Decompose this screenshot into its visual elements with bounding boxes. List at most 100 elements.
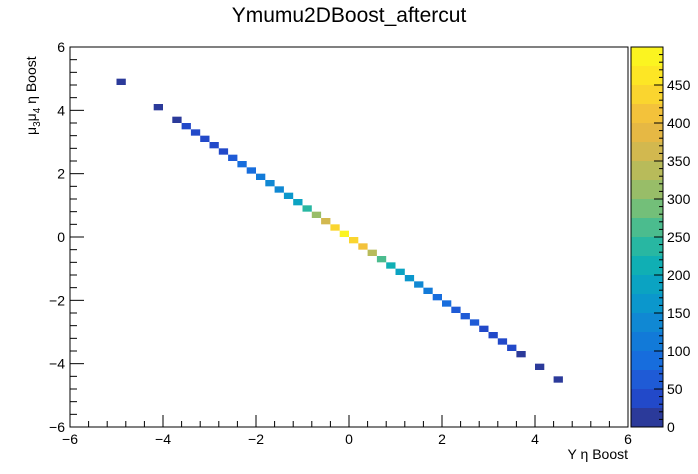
heatmap-bin xyxy=(423,287,433,294)
z-axis-ticks xyxy=(654,54,663,428)
heatmap-bin xyxy=(274,186,284,193)
palette-swatch xyxy=(631,104,663,123)
y-tick-label: 2 xyxy=(57,166,65,182)
x-tick-label: 0 xyxy=(345,431,353,447)
heatmap-bin xyxy=(516,351,526,358)
heatmap-bin xyxy=(479,325,489,332)
heatmap-bin xyxy=(404,275,415,282)
y-axis-title-rest: η Boost xyxy=(23,56,39,107)
heatmap-bin xyxy=(553,376,563,383)
y-axis-title-sub3: 3 xyxy=(32,121,43,127)
heatmap-bin xyxy=(442,300,452,307)
palette-swatch xyxy=(631,161,663,180)
palette-swatch xyxy=(631,66,663,85)
heatmap-bin xyxy=(256,173,266,180)
heatmap-bin xyxy=(190,129,201,136)
heatmap-bin xyxy=(367,249,377,256)
heatmap-bin xyxy=(376,256,387,263)
palette-swatch xyxy=(631,370,663,389)
palette-swatch xyxy=(631,142,663,161)
palette-swatch xyxy=(631,180,663,199)
palette-swatch xyxy=(631,332,663,351)
heatmap-bin xyxy=(432,294,442,301)
heatmap-bin xyxy=(535,363,545,370)
heatmap-bin xyxy=(330,224,340,231)
heatmap-bin xyxy=(349,237,359,244)
z-tick-label: 350 xyxy=(667,153,691,169)
z-tick-label: 400 xyxy=(667,115,691,131)
x-tick-label: 6 xyxy=(624,431,632,447)
heatmap-bin xyxy=(200,135,210,142)
y-axis-title-mu3: μ xyxy=(23,127,39,135)
heatmap-bin xyxy=(218,148,229,155)
heatmap-bin xyxy=(209,142,219,149)
chart-title: Ymumu2DBoost_aftercut xyxy=(231,4,467,27)
heatmap-bin xyxy=(172,116,182,123)
palette-swatch xyxy=(631,85,663,104)
bins-layer xyxy=(116,78,563,383)
heatmap-bin xyxy=(497,338,508,345)
x-tick-label: 4 xyxy=(531,431,539,447)
heatmap-bin xyxy=(321,218,331,225)
y-axis-title: μ3μ4 η Boost xyxy=(23,56,43,135)
heatmap-bin xyxy=(153,104,163,111)
x-tick-label: −4 xyxy=(155,431,171,447)
y-axis-title-group: μ3μ4 η Boost xyxy=(23,56,43,135)
z-tick-label: 450 xyxy=(667,77,691,93)
y-tick-label: −6 xyxy=(49,419,65,435)
x-tick-label: −6 xyxy=(62,431,78,447)
heatmap-bin xyxy=(246,167,256,174)
y-tick-label: −2 xyxy=(49,292,65,308)
palette-swatch xyxy=(631,313,663,332)
z-tick-label: 100 xyxy=(667,343,691,359)
heatmap-bin xyxy=(451,306,461,313)
x-axis-tick-labels: −6 −4 −2 0 2 4 6 xyxy=(62,431,632,447)
heatmap-bin xyxy=(228,154,238,161)
palette-swatch xyxy=(631,199,663,218)
y-axis-title-sub4: 4 xyxy=(32,107,43,113)
palette-swatch xyxy=(631,256,663,275)
z-tick-label: 250 xyxy=(667,229,691,245)
palette-swatch xyxy=(631,408,663,427)
x-tick-label: −2 xyxy=(248,431,264,447)
color-palette xyxy=(631,47,663,427)
heatmap-bin xyxy=(339,230,349,237)
y-tick-label: 4 xyxy=(57,102,65,118)
x-tick-label: 2 xyxy=(438,431,446,447)
heatmap-bin xyxy=(460,313,470,320)
heatmap-bin xyxy=(237,161,247,168)
heatmap-bin xyxy=(302,205,312,212)
x-axis-ticks xyxy=(69,415,629,427)
z-axis-tick-labels: 0 50 100 150 200 250 300 350 400 450 xyxy=(667,77,691,435)
palette-swatch xyxy=(631,275,663,294)
y-axis-tick-labels: −6 −4 −2 0 2 4 6 xyxy=(49,39,65,435)
heatmap-bin xyxy=(283,192,294,199)
y-axis-ticks xyxy=(70,46,84,428)
heatmap-bin xyxy=(311,211,322,218)
heatmap-bin xyxy=(488,332,498,339)
heatmap-bin xyxy=(386,262,396,269)
palette-swatch xyxy=(631,351,663,370)
palette-swatch xyxy=(631,218,663,237)
palette-swatch xyxy=(631,294,663,313)
palette-swatch xyxy=(631,389,663,408)
heatmap-bin xyxy=(507,344,517,351)
palette-swatch xyxy=(631,47,663,66)
heatmap-bin xyxy=(414,281,424,288)
heatmap-bin xyxy=(116,78,126,85)
heatmap-bin xyxy=(293,199,303,206)
z-tick-label: 50 xyxy=(667,381,683,397)
heatmap-bin xyxy=(469,319,480,326)
z-tick-label: 0 xyxy=(667,419,675,435)
heatmap-bin xyxy=(265,180,275,187)
y-axis-title-mu4: μ xyxy=(23,113,39,121)
palette-swatch xyxy=(631,237,663,256)
y-tick-label: 6 xyxy=(57,39,65,55)
z-tick-label: 200 xyxy=(667,267,691,283)
z-tick-label: 300 xyxy=(667,191,691,207)
palette-swatch xyxy=(631,123,663,142)
y-tick-label: −4 xyxy=(49,356,65,372)
y-tick-label: 0 xyxy=(57,229,65,245)
heatmap-bin xyxy=(395,268,405,275)
